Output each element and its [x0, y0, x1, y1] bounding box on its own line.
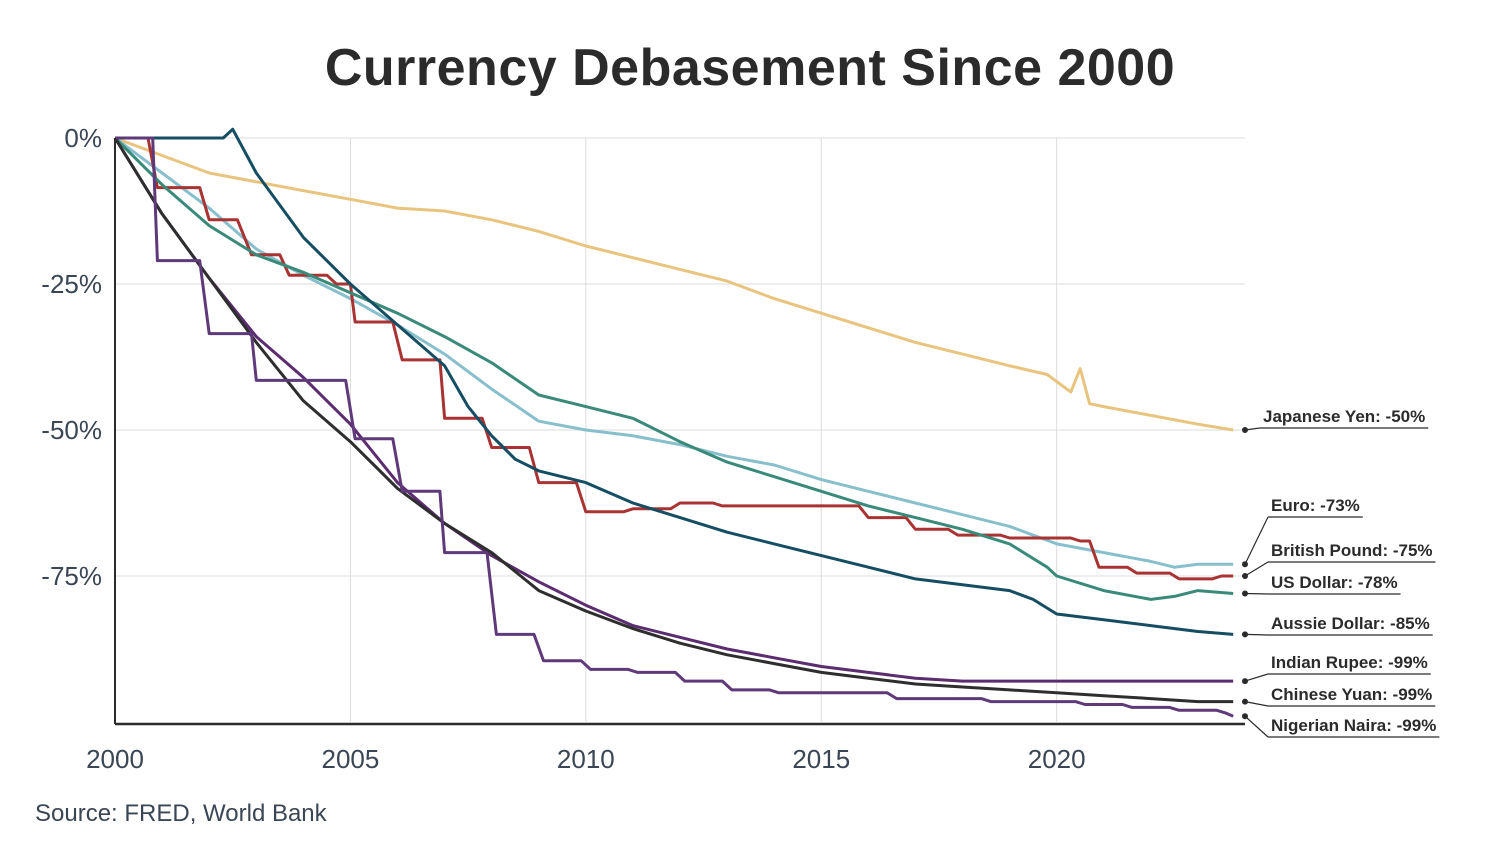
end-label-text: Japanese Yen: -50%	[1263, 407, 1425, 426]
end-point-marker	[1242, 590, 1248, 597]
x-tick-label: 2005	[321, 744, 379, 774]
end-point-marker	[1242, 713, 1248, 720]
y-tick-label: -25%	[41, 269, 102, 299]
end-label-text: British Pound: -75%	[1271, 541, 1433, 560]
end-labels: Japanese Yen: -50% Euro: -73% British Poun…	[1242, 407, 1440, 738]
chart-title: Currency Debasement Since 2000	[324, 39, 1176, 97]
axes: 0% -25% -50% -75% 2000 2005 2010 2015 2020	[41, 123, 1245, 774]
end-label-text: Indian Rupee: -99%	[1271, 653, 1428, 672]
end-label-text: US Dollar: -78%	[1271, 573, 1398, 592]
end-point-marker	[1242, 573, 1248, 579]
series-line-euro	[114, 136, 1234, 569]
end-label-leader	[1244, 592, 1269, 595]
end-label-leader	[1244, 633, 1269, 636]
end-label-text: Nigerian Naira: -99%	[1271, 716, 1436, 735]
y-tick-label: -50%	[41, 415, 102, 445]
series-line-chinese-yuan	[113, 137, 1234, 704]
end-label-leader	[1244, 715, 1269, 738]
end-label-leader	[1244, 561, 1269, 577]
end-label-text: Aussie Dollar: -85%	[1271, 614, 1430, 633]
series-line-indian-rupee	[113, 137, 1234, 683]
series-lines	[113, 127, 1234, 718]
source-note: Source: FRED, World Bank	[35, 800, 327, 827]
grid-lines	[115, 137, 1245, 722]
end-point-marker	[1242, 427, 1248, 433]
end-label-us-dollar: US Dollar: -78%	[1242, 573, 1401, 597]
x-tick-label: 2015	[792, 744, 850, 774]
end-label-chinese-yuan: Chinese Yuan: -99%	[1242, 685, 1436, 707]
series-line-aussie-dollar	[115, 127, 1234, 636]
series-line-us-dollar	[113, 136, 1234, 601]
series-line-nigerian-naira	[115, 136, 1234, 718]
end-label-leader	[1244, 516, 1269, 565]
x-tick-label: 2010	[557, 744, 615, 774]
y-tick-label: 0%	[64, 123, 102, 153]
end-point-marker	[1242, 698, 1248, 705]
end-label-british-pound: British Pound: -75%	[1242, 541, 1436, 579]
series-line-japanese-yen	[114, 136, 1234, 432]
x-tick-label: 2000	[86, 744, 144, 774]
end-label-euro: Euro: -73%	[1242, 496, 1363, 568]
end-label-japanese-yen: Japanese Yen: -50%	[1242, 407, 1429, 433]
end-point-marker	[1242, 631, 1248, 638]
end-label-aussie-dollar: Aussie Dollar: -85%	[1242, 614, 1433, 638]
x-tick-label: 2020	[1028, 744, 1086, 774]
end-label-leader	[1244, 673, 1269, 682]
y-tick-label: -75%	[41, 561, 102, 591]
end-point-marker	[1242, 678, 1248, 685]
end-label-nigerian-naira: Nigerian Naira: -99%	[1242, 713, 1440, 738]
end-point-marker	[1242, 561, 1248, 568]
end-label-indian-rupee: Indian Rupee: -99%	[1242, 653, 1431, 685]
end-label-leader	[1244, 701, 1269, 707]
end-label-text: Euro: -73%	[1271, 496, 1360, 515]
end-label-text: Chinese Yuan: -99%	[1271, 685, 1432, 704]
